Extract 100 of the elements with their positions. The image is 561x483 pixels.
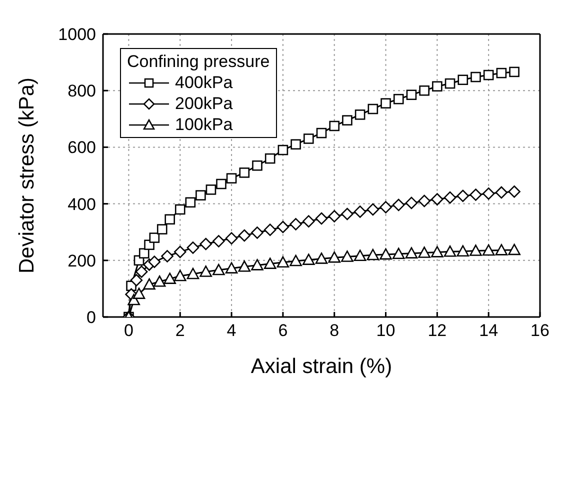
- y-tick-label: 1000: [58, 25, 96, 44]
- point: [380, 98, 391, 108]
- point: [212, 264, 225, 276]
- point: [393, 94, 404, 104]
- legend-title: Confining pressure: [127, 51, 270, 72]
- point: [239, 168, 250, 178]
- y-tick-label: 200: [68, 251, 96, 270]
- point: [130, 274, 143, 286]
- point: [200, 238, 212, 250]
- point: [149, 232, 160, 243]
- x-tick-label: 14: [479, 321, 498, 340]
- point: [264, 258, 276, 269]
- point: [225, 232, 238, 244]
- point: [216, 178, 226, 190]
- point: [431, 246, 444, 258]
- point: [419, 85, 430, 96]
- point: [405, 196, 418, 210]
- point: [482, 187, 495, 200]
- point: [380, 248, 392, 260]
- point: [329, 120, 340, 132]
- point: [161, 250, 174, 262]
- point: [354, 250, 366, 262]
- point: [153, 275, 166, 287]
- point: [276, 256, 290, 268]
- x-tick-label: 8: [330, 321, 340, 340]
- point: [238, 229, 251, 242]
- point: [456, 245, 470, 256]
- point: [174, 270, 186, 282]
- point: [132, 288, 146, 299]
- legend-label: 100kPa: [175, 114, 233, 135]
- point: [143, 278, 156, 290]
- point: [226, 173, 237, 184]
- x-axis-title: Axial strain (%): [250, 355, 392, 378]
- point: [328, 210, 341, 222]
- point: [164, 214, 175, 225]
- point: [186, 268, 200, 280]
- point: [135, 266, 148, 278]
- x-tick-label: 6: [278, 321, 288, 340]
- point: [252, 160, 262, 171]
- y-tick-label: 400: [68, 194, 96, 214]
- point: [290, 218, 302, 230]
- point: [278, 144, 288, 156]
- point: [302, 215, 315, 228]
- point: [316, 128, 327, 138]
- y-axis-title: Deviator stress (kPa): [15, 77, 38, 274]
- point: [368, 104, 378, 114]
- x-tick-label: 10: [376, 321, 396, 340]
- point: [458, 74, 468, 85]
- point: [251, 226, 264, 239]
- point: [508, 185, 520, 198]
- point: [328, 251, 341, 263]
- legend-label: 200kPa: [175, 93, 233, 114]
- point: [509, 66, 520, 78]
- point: [138, 248, 150, 258]
- x-tick-label: 2: [175, 321, 185, 340]
- point: [431, 193, 444, 206]
- point: [186, 242, 200, 254]
- x-tick-label: 12: [428, 321, 447, 340]
- point: [174, 204, 186, 215]
- point: [406, 90, 417, 100]
- point: [225, 262, 238, 274]
- x-tick-label: 0: [124, 321, 134, 340]
- point: [212, 235, 225, 248]
- point: [148, 256, 161, 268]
- legend-label: 400kPa: [175, 72, 233, 93]
- point: [366, 203, 380, 216]
- point: [470, 244, 482, 256]
- point: [238, 260, 251, 272]
- point: [418, 246, 430, 258]
- point: [174, 246, 186, 258]
- point: [444, 245, 456, 257]
- point: [483, 70, 494, 80]
- point: [290, 254, 302, 266]
- point: [264, 153, 276, 164]
- point: [315, 212, 328, 225]
- point: [341, 208, 354, 220]
- point: [482, 244, 495, 256]
- point: [315, 252, 328, 264]
- point: [405, 247, 418, 258]
- point: [164, 272, 176, 284]
- point: [341, 250, 354, 262]
- point: [444, 78, 456, 89]
- point: [342, 115, 352, 126]
- point: [185, 197, 196, 208]
- x-tick-label: 16: [530, 321, 550, 340]
- point: [251, 259, 264, 270]
- y-tick-label: 800: [68, 82, 96, 101]
- point: [508, 244, 520, 256]
- point: [196, 190, 206, 200]
- point: [264, 224, 276, 236]
- point: [418, 194, 430, 208]
- point: [200, 266, 212, 277]
- point: [392, 198, 405, 212]
- point: [444, 191, 456, 204]
- point: [354, 206, 366, 218]
- point: [496, 68, 507, 78]
- point: [302, 254, 315, 265]
- point: [366, 248, 380, 260]
- point: [380, 201, 392, 214]
- point: [470, 72, 481, 82]
